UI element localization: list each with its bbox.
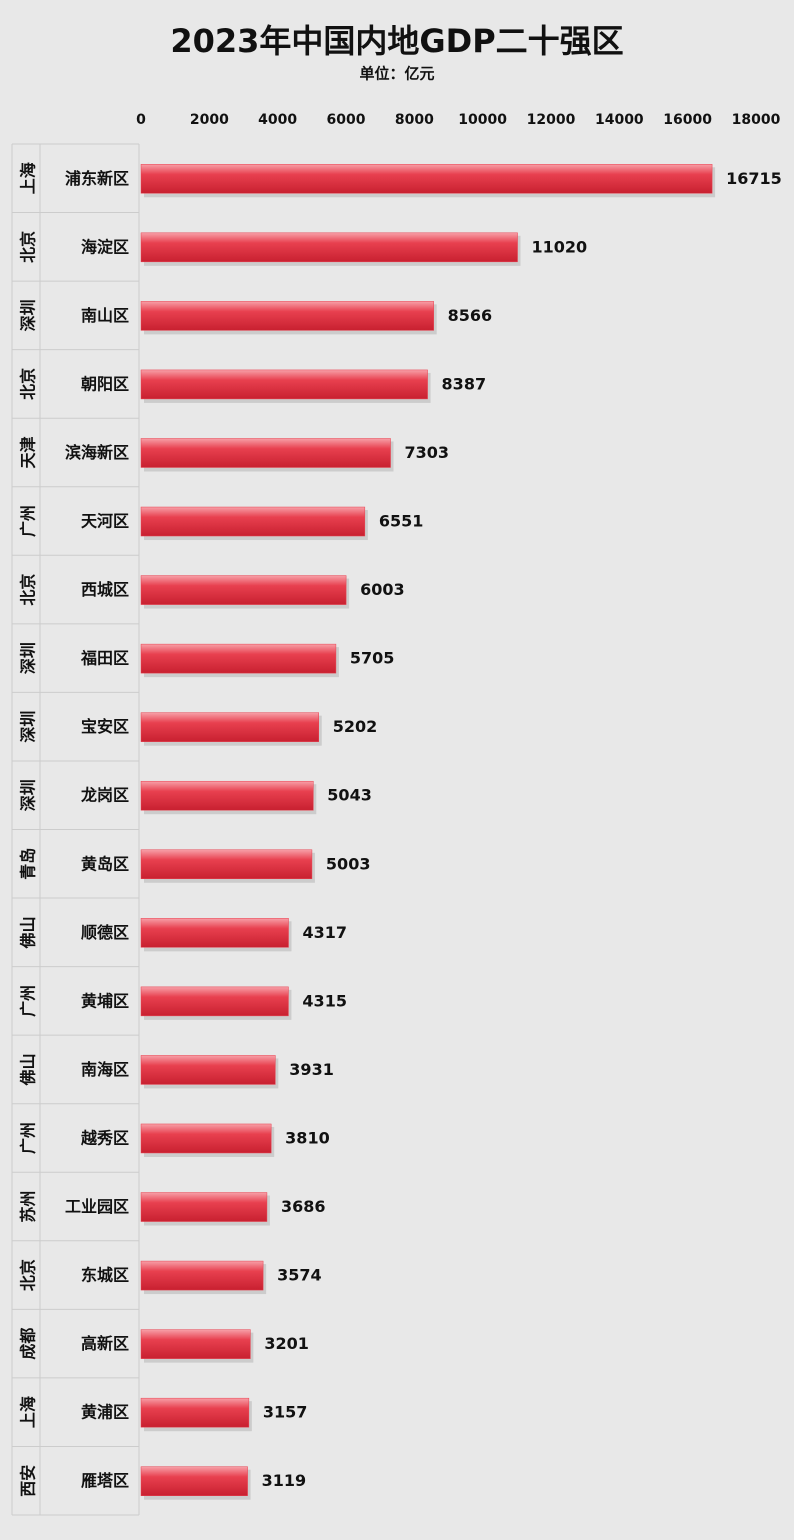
group-label: 青岛 [19,848,38,880]
group-label: 佛山 [19,1053,38,1086]
y-tick-label: 越秀区 [80,1128,129,1147]
bar [140,1192,268,1222]
value-label: 4317 [302,923,347,942]
y-tick-label: 高新区 [81,1334,129,1353]
value-label: 3157 [263,1403,308,1422]
x-tick-label: 10000 [458,112,507,128]
group-label: 深圳 [19,711,38,743]
group-label: 上海 [19,162,38,194]
bar [140,575,347,605]
group-label: 成都 [19,1328,38,1360]
y-tick-label: 西城区 [81,580,129,599]
value-label: 11020 [532,237,588,256]
value-label: 6003 [360,580,405,599]
value-label: 3931 [289,1060,334,1079]
y-tick-label: 朝阳区 [81,374,129,393]
y-tick-label: 滨海新区 [65,443,129,462]
y-tick-label: 黄岛区 [81,854,129,873]
chart-title: 2023年中国内地GDP二十强区 [170,22,623,60]
bar [140,849,313,880]
group-label: 深圳 [19,299,38,331]
x-tick-label: 8000 [395,112,434,128]
value-label: 5202 [333,717,378,736]
group-label: 苏州 [19,1191,38,1223]
x-tick-label: 4000 [258,112,297,128]
group-label: 北京 [19,231,38,263]
group-label: 广州 [19,985,38,1017]
value-label: 3686 [281,1197,326,1216]
value-label: 5003 [326,854,371,873]
y-tick-label: 工业园区 [65,1197,129,1216]
group-label: 北京 [19,368,38,400]
bar [140,1123,272,1154]
bar [140,1260,264,1291]
bar [140,1397,250,1428]
y-tick-label: 黄埔区 [81,991,129,1010]
group-label: 西安 [19,1465,38,1497]
value-label: 3810 [285,1128,330,1147]
group-label: 深圳 [19,642,38,674]
group-label: 北京 [19,574,38,606]
x-tick-label: 0 [136,112,146,128]
x-tick-label: 2000 [190,112,229,128]
bar [140,1466,248,1496]
bar [140,780,314,811]
bar [140,369,428,400]
y-tick-label: 福田区 [80,649,129,668]
value-label: 8566 [448,306,493,325]
x-tick-label: 12000 [527,112,576,128]
y-tick-label: 浦东新区 [65,169,129,188]
bar [140,506,366,537]
bar [140,712,319,742]
value-label: 3574 [277,1266,322,1285]
bar [140,918,289,948]
y-tick-label: 南山区 [81,306,129,325]
y-tick-label: 海淀区 [81,237,129,256]
bar [140,1055,276,1085]
value-label: 5043 [327,786,372,805]
x-tick-label: 18000 [732,112,781,128]
bar [140,986,289,1017]
group-label: 北京 [19,1259,38,1291]
value-label: 3201 [264,1334,309,1353]
bar [140,232,518,263]
y-tick-label: 南海区 [81,1060,129,1079]
value-label: 6551 [379,512,424,531]
group-label: 深圳 [19,779,38,811]
value-label: 16715 [726,169,782,188]
y-tick-label: 雁塔区 [81,1471,129,1490]
value-label: 3119 [262,1471,307,1490]
group-label: 广州 [19,1122,38,1154]
bar [140,438,391,468]
value-label: 8387 [442,374,487,393]
x-tick-label: 14000 [595,112,644,128]
bar [140,643,337,674]
group-label: 上海 [19,1396,38,1428]
bar [140,301,434,331]
y-tick-label: 顺德区 [81,923,129,942]
y-tick-label: 龙岗区 [80,786,129,805]
x-tick-label: 6000 [327,112,366,128]
y-tick-label: 东城区 [81,1266,129,1285]
y-tick-label: 黄浦区 [81,1403,129,1422]
bar [140,164,713,194]
y-tick-label: 天河区 [81,512,129,531]
group-label: 天津 [19,436,38,468]
bar [140,1329,251,1359]
value-label: 7303 [405,443,450,462]
group-label: 佛山 [19,916,38,949]
group-label: 广州 [19,505,38,537]
value-label: 4315 [302,991,347,1010]
chart-subtitle: 单位：亿元 [359,65,434,83]
value-label: 5705 [350,649,395,668]
y-tick-label: 宝安区 [81,717,129,736]
x-tick-label: 16000 [663,112,712,128]
